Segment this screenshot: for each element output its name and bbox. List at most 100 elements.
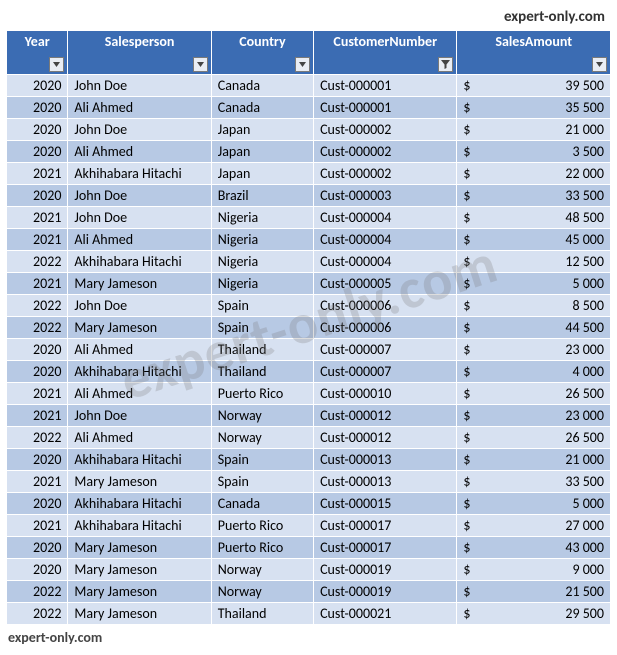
- currency-symbol: $: [463, 517, 470, 534]
- cell-amount: $45 000: [457, 229, 611, 251]
- cell-salesperson: John Doe: [68, 295, 211, 317]
- currency-symbol: $: [463, 451, 470, 468]
- cell-customer: Cust-000015: [314, 493, 457, 515]
- cell-customer: Cust-000004: [314, 207, 457, 229]
- cell-country: Japan: [211, 141, 313, 163]
- cell-amount: $39 500: [457, 75, 611, 97]
- cell-salesperson: Mary Jameson: [68, 537, 211, 559]
- cell-salesperson: John Doe: [68, 75, 211, 97]
- table-row: 2020Ali AhmedJapanCust-000002$3 500: [7, 141, 611, 163]
- cell-amount: $21 500: [457, 581, 611, 603]
- amount-value: 5 000: [572, 495, 604, 512]
- cell-salesperson: Mary Jameson: [68, 471, 211, 493]
- column-header-customer[interactable]: CustomerNumber: [314, 31, 457, 75]
- cell-customer: Cust-000003: [314, 185, 457, 207]
- cell-salesperson: Ali Ahmed: [68, 229, 211, 251]
- currency-symbol: $: [463, 583, 470, 600]
- cell-country: Nigeria: [211, 207, 313, 229]
- cell-customer: Cust-000013: [314, 449, 457, 471]
- cell-year: 2020: [7, 185, 68, 207]
- cell-customer: Cust-000021: [314, 603, 457, 625]
- currency-symbol: $: [463, 539, 470, 556]
- cell-salesperson: Mary Jameson: [68, 273, 211, 295]
- cell-customer: Cust-000005: [314, 273, 457, 295]
- column-header-label: Year: [11, 34, 63, 51]
- cell-year: 2020: [7, 537, 68, 559]
- table-row: 2021Ali AhmedPuerto RicoCust-000010$26 5…: [7, 383, 611, 405]
- amount-value: 44 500: [565, 319, 604, 336]
- cell-customer: Cust-000013: [314, 471, 457, 493]
- cell-amount: $4 000: [457, 361, 611, 383]
- amount-value: 27 000: [565, 517, 604, 534]
- column-header-salesperson[interactable]: Salesperson: [68, 31, 211, 75]
- cell-country: Spain: [211, 295, 313, 317]
- column-header-label: Salesperson: [72, 34, 206, 51]
- cell-salesperson: John Doe: [68, 405, 211, 427]
- amount-value: 12 500: [565, 253, 604, 270]
- currency-symbol: $: [463, 407, 470, 424]
- column-header-country[interactable]: Country: [211, 31, 313, 75]
- cell-customer: Cust-000017: [314, 537, 457, 559]
- cell-amount: $12 500: [457, 251, 611, 273]
- cell-country: Norway: [211, 559, 313, 581]
- table-row: 2020Ali AhmedThailandCust-000007$23 000: [7, 339, 611, 361]
- cell-year: 2020: [7, 559, 68, 581]
- cell-salesperson: John Doe: [68, 119, 211, 141]
- cell-customer: Cust-000007: [314, 361, 457, 383]
- branding-top: expert-only.com: [6, 6, 611, 30]
- cell-amount: $21 000: [457, 449, 611, 471]
- table-row: 2020Akhihabara HitachiSpainCust-000013$2…: [7, 449, 611, 471]
- cell-amount: $5 000: [457, 273, 611, 295]
- cell-salesperson: Akhihabara Hitachi: [68, 163, 211, 185]
- amount-value: 26 500: [565, 385, 604, 402]
- cell-amount: $8 500: [457, 295, 611, 317]
- column-header-label: Country: [216, 34, 309, 51]
- column-header-label: CustomerNumber: [318, 34, 452, 51]
- amount-value: 43 000: [565, 539, 604, 556]
- filter-dropdown-icon[interactable]: [295, 57, 310, 72]
- cell-country: Nigeria: [211, 251, 313, 273]
- amount-value: 29 500: [565, 605, 604, 622]
- cell-year: 2021: [7, 229, 68, 251]
- table-row: 2020Akhihabara HitachiCanadaCust-000015$…: [7, 493, 611, 515]
- cell-customer: Cust-000010: [314, 383, 457, 405]
- cell-country: Nigeria: [211, 229, 313, 251]
- sales-table: Year Salesperson Country CustomerNumber Sale…: [6, 30, 611, 625]
- cell-customer: Cust-000019: [314, 559, 457, 581]
- cell-country: Japan: [211, 163, 313, 185]
- column-header-year[interactable]: Year: [7, 31, 68, 75]
- cell-country: Japan: [211, 119, 313, 141]
- cell-salesperson: Ali Ahmed: [68, 97, 211, 119]
- cell-year: 2021: [7, 471, 68, 493]
- filter-dropdown-icon[interactable]: [193, 57, 208, 72]
- cell-salesperson: Akhihabara Hitachi: [68, 449, 211, 471]
- cell-amount: $3 500: [457, 141, 611, 163]
- column-header-amount[interactable]: SalesAmount: [457, 31, 611, 75]
- cell-country: Puerto Rico: [211, 515, 313, 537]
- table-row: 2021Mary JamesonNigeriaCust-000005$5 000: [7, 273, 611, 295]
- amount-value: 8 500: [572, 297, 604, 314]
- cell-country: Brazil: [211, 185, 313, 207]
- cell-country: Canada: [211, 493, 313, 515]
- cell-salesperson: Ali Ahmed: [68, 339, 211, 361]
- cell-salesperson: Mary Jameson: [68, 317, 211, 339]
- filter-dropdown-icon[interactable]: [49, 57, 64, 72]
- currency-symbol: $: [463, 297, 470, 314]
- cell-year: 2020: [7, 75, 68, 97]
- cell-salesperson: Ali Ahmed: [68, 427, 211, 449]
- amount-value: 39 500: [565, 77, 604, 94]
- table-row: 2022Mary JamesonNorwayCust-000019$21 500: [7, 581, 611, 603]
- cell-customer: Cust-000002: [314, 119, 457, 141]
- cell-customer: Cust-000012: [314, 427, 457, 449]
- cell-amount: $33 500: [457, 185, 611, 207]
- cell-amount: $26 500: [457, 427, 611, 449]
- cell-amount: $5 000: [457, 493, 611, 515]
- filter-dropdown-icon[interactable]: [438, 57, 453, 72]
- table-row: 2020Akhihabara HitachiThailandCust-00000…: [7, 361, 611, 383]
- currency-symbol: $: [463, 319, 470, 336]
- cell-amount: $29 500: [457, 603, 611, 625]
- filter-dropdown-icon[interactable]: [592, 57, 607, 72]
- cell-country: Canada: [211, 75, 313, 97]
- cell-customer: Cust-000006: [314, 295, 457, 317]
- column-header-label: SalesAmount: [461, 34, 606, 51]
